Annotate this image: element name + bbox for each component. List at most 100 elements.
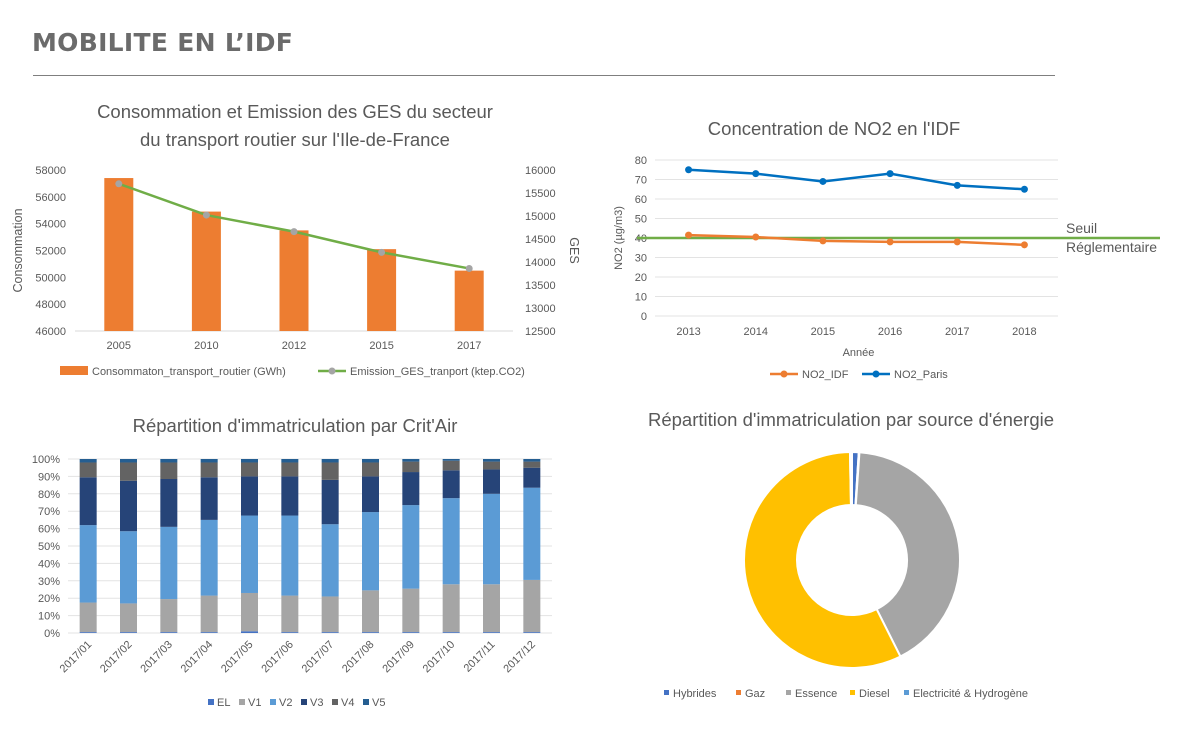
stack-segment: [523, 579, 541, 633]
y-tick-label: 30%: [38, 576, 60, 588]
stack-segment: [241, 462, 258, 477]
stack-segment: [402, 632, 420, 633]
bar: [104, 178, 134, 331]
stack-segment: [362, 476, 379, 513]
stack-segment: [79, 477, 97, 526]
y2-tick-label: 15500: [525, 188, 556, 200]
y-tick-label: 48000: [35, 299, 66, 311]
stack-segment: [241, 515, 258, 593]
y-tick-label: 30: [635, 253, 647, 265]
legend-swatch: [332, 699, 338, 705]
stack-segment: [79, 462, 97, 478]
no2-chart-panel: Concentration de NO2 en l'IDF01020304050…: [600, 110, 1188, 395]
stack-segment: [483, 584, 500, 633]
x-tick-label: 2013: [676, 326, 700, 338]
bar: [191, 211, 221, 331]
legend-swatch: [363, 699, 369, 705]
chart-title: Répartition d'immatriculation par Crit'A…: [133, 415, 458, 436]
stack-segment: [281, 459, 299, 463]
stack-segment: [442, 584, 460, 633]
legend-label: Emission_GES_tranport (ktep.CO2): [350, 366, 525, 378]
legend-swatch-bar: [60, 366, 88, 375]
legend-swatch: [239, 699, 245, 705]
legend-label: V1: [248, 697, 261, 709]
y-tick-label: 50%: [38, 541, 60, 553]
series-point: [953, 238, 961, 246]
y2-tick-label: 14500: [525, 234, 556, 246]
y-tick-label: 80: [635, 155, 647, 167]
donut-slice: [848, 450, 853, 507]
x-tick-label: 2017/08: [340, 639, 377, 676]
y-tick-label: 80%: [38, 489, 60, 501]
legend-swatch: [904, 690, 909, 695]
stack-segment: [442, 470, 460, 499]
y-tick-label: 0: [641, 311, 647, 323]
conso-chart: Consommation et Emission des GES du sect…: [11, 101, 581, 378]
y-tick-label: 50: [635, 214, 647, 226]
chart-title: Répartition d'immatriculation par source…: [648, 409, 1054, 430]
stack-segment: [402, 472, 420, 506]
stack-segment: [321, 459, 339, 463]
ges-point: [202, 211, 210, 219]
y2-tick-label: 14000: [525, 257, 556, 269]
legend-swatch: [301, 699, 307, 705]
stack-segment: [442, 460, 460, 471]
x-tick-label: 2017: [945, 326, 969, 338]
stack-segment: [160, 599, 178, 633]
legend-label: Consommaton_transport_routier (GWh): [92, 366, 286, 378]
legend-swatch: [786, 690, 791, 695]
y-tick-label: 46000: [35, 326, 66, 338]
x-tick-label: 2017/03: [138, 639, 175, 676]
stack-segment: [200, 462, 218, 478]
y-tick-label: 70%: [38, 506, 60, 518]
stack-segment: [321, 524, 339, 597]
stack-segment: [442, 459, 460, 461]
stack-segment: [120, 480, 137, 532]
y-tick-label: 52000: [35, 246, 66, 258]
x-tick-label: 2017/02: [98, 639, 135, 676]
stack-segment: [120, 603, 137, 633]
stack-segment: [79, 525, 97, 603]
y-tick-label: 40%: [38, 558, 60, 570]
stack-segment: [321, 479, 339, 525]
x-tick-label: 2010: [194, 340, 218, 352]
stack-segment: [79, 632, 97, 633]
x-axis-title: Année: [843, 347, 875, 359]
series-point: [819, 177, 827, 185]
stack-segment: [483, 632, 500, 633]
stack-segment: [442, 498, 460, 585]
stack-segment: [483, 459, 500, 462]
y-tick-label: 50000: [35, 272, 66, 284]
donut-slice: [743, 450, 902, 669]
x-tick-label: 2017/10: [421, 639, 458, 676]
stack-segment: [402, 505, 420, 589]
series-line: [688, 233, 1025, 247]
x-tick-label: 2017/11: [462, 639, 498, 675]
y-tick-label: 60%: [38, 524, 60, 536]
critair-chart-panel: Répartition d'immatriculation par Crit'A…: [0, 405, 590, 735]
legend-swatch-marker: [780, 370, 788, 378]
x-tick-label: 2017/09: [380, 639, 417, 676]
stack-segment: [160, 459, 178, 463]
stack-segment: [362, 632, 379, 633]
y-tick-label: 10: [635, 292, 647, 304]
stack-segment: [523, 632, 541, 633]
stack-segment: [200, 519, 218, 596]
y2-tick-label: 15000: [525, 211, 556, 223]
series-line: [688, 168, 1025, 191]
stack-segment: [241, 631, 258, 633]
stack-segment: [120, 531, 137, 604]
y2-tick-label: 12500: [525, 326, 556, 338]
stack-segment: [200, 459, 218, 463]
stack-segment: [483, 461, 500, 470]
series-point: [752, 233, 760, 241]
stack-segment: [321, 632, 339, 633]
stack-segment: [79, 602, 97, 633]
bar: [279, 230, 309, 331]
series-point: [685, 166, 693, 174]
legend-swatch: [270, 699, 276, 705]
series-point: [752, 170, 760, 178]
legend-label: V5: [372, 697, 385, 709]
ges-point: [378, 248, 386, 256]
donut-slice: [854, 451, 961, 658]
